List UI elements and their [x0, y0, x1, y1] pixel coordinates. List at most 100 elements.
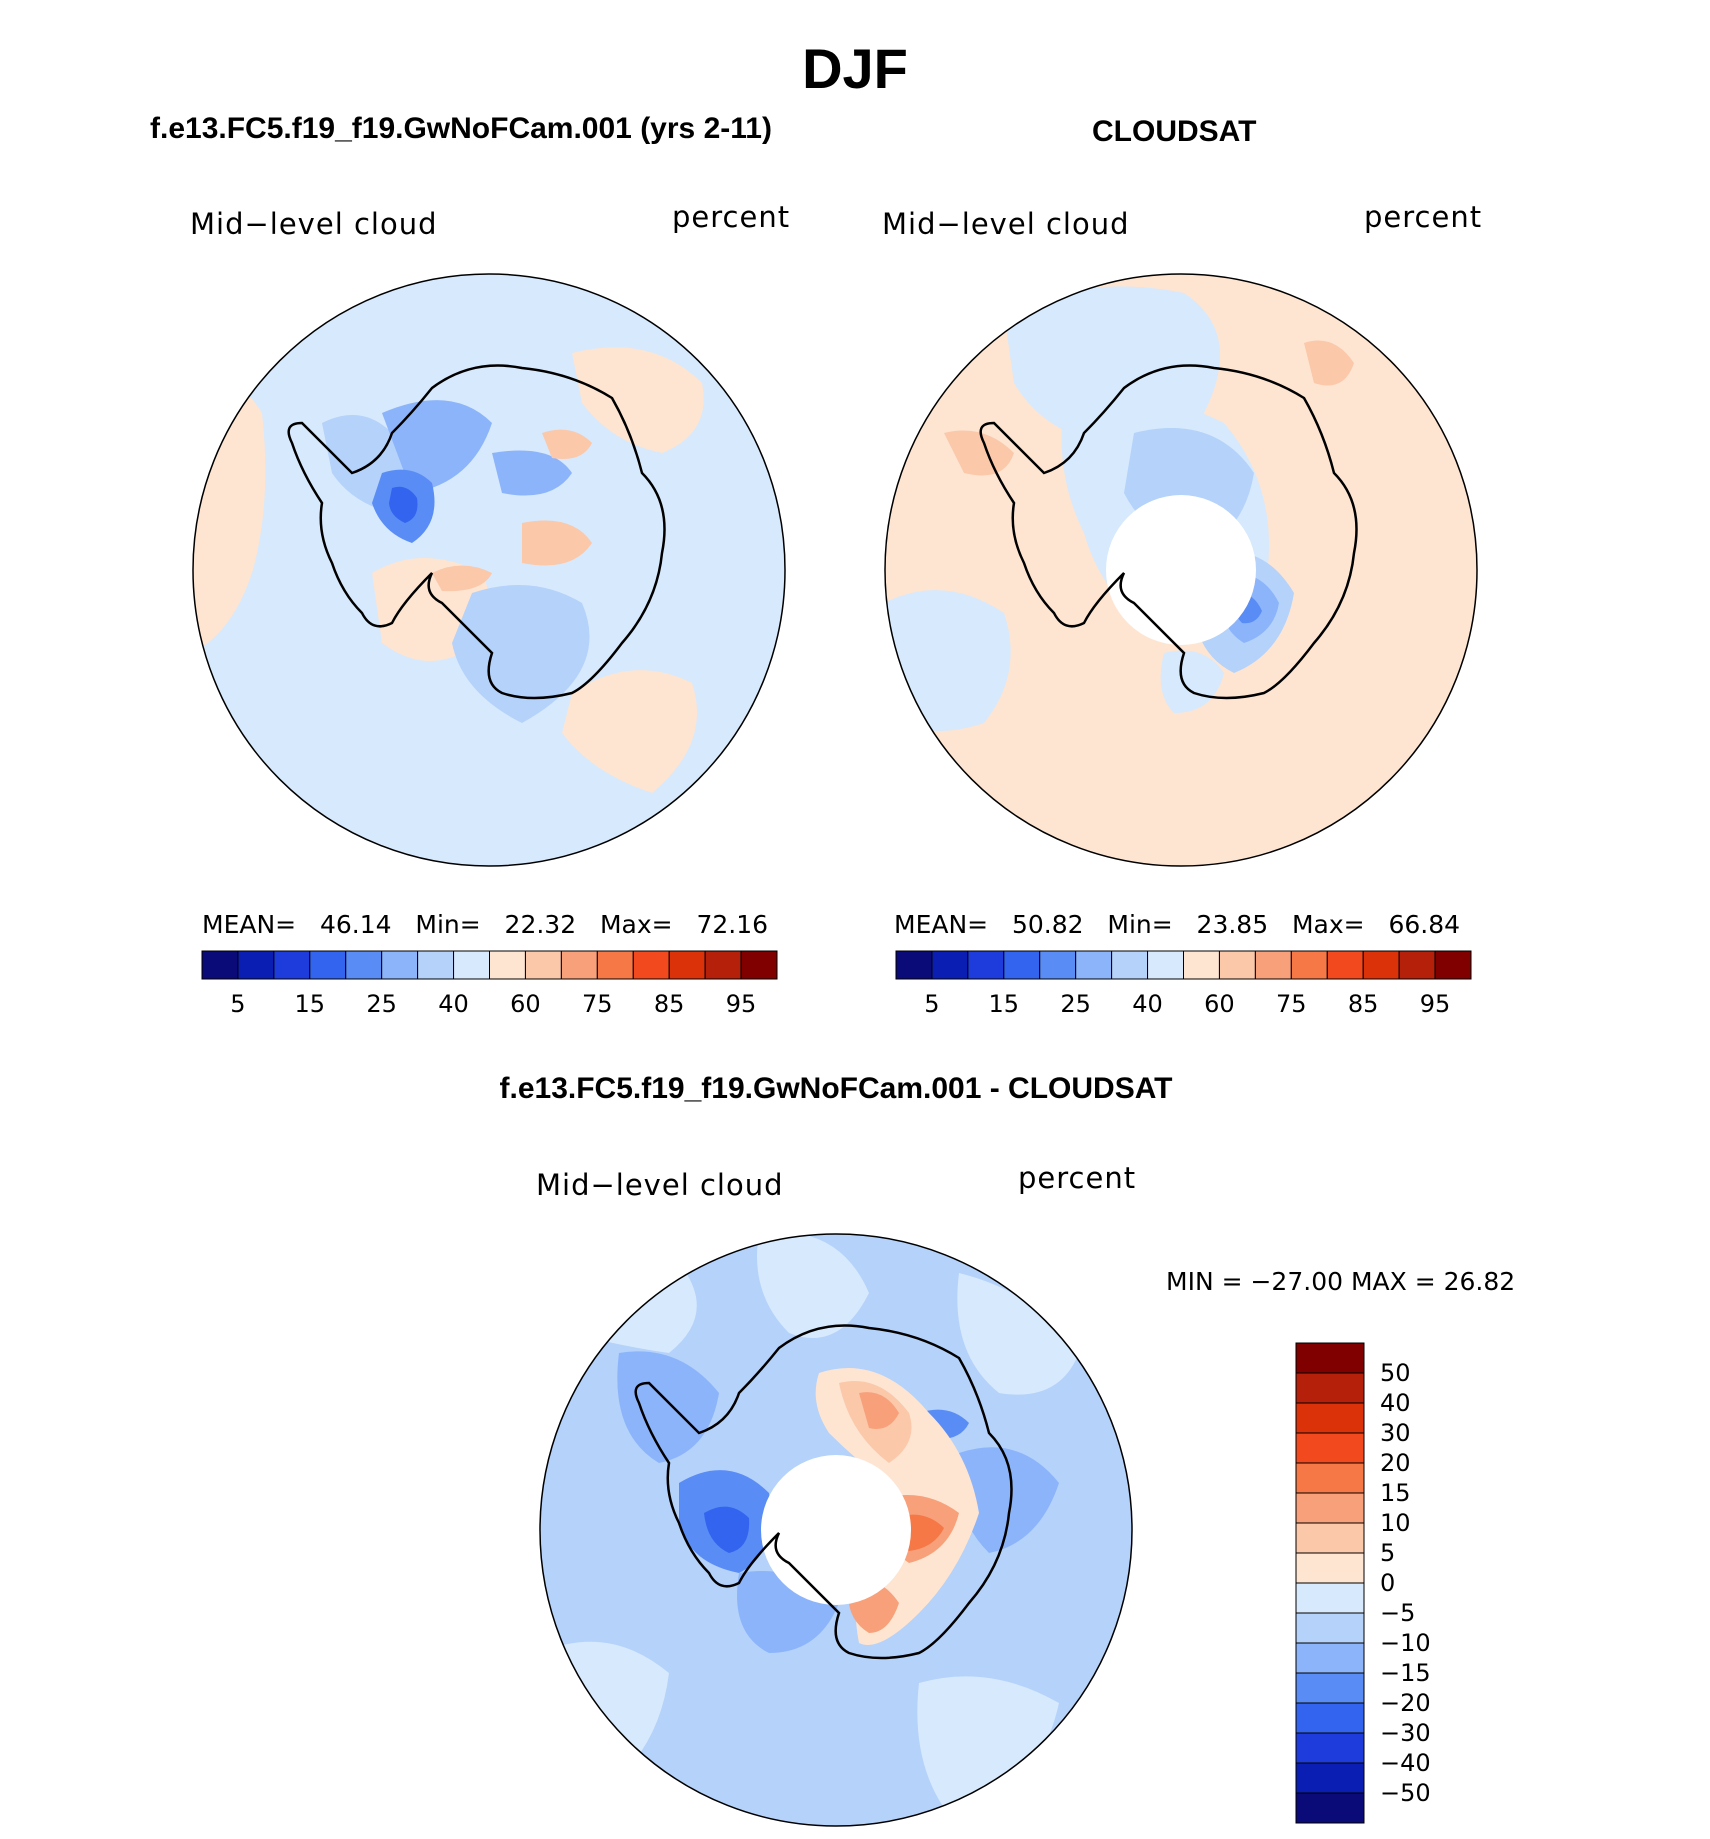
colorbar-swatch	[1295, 1432, 1365, 1464]
colorbar-tick-label: −5	[1380, 1599, 1416, 1627]
colorbar-swatch	[1295, 1402, 1365, 1434]
colorbar-tick-label: 60	[510, 990, 541, 1018]
difference-title: f.e13.FC5.f19_f19.GwNoFCam.001 - CLOUDSA…	[499, 1072, 1173, 1105]
colorbar-tick-label: 25	[1060, 990, 1091, 1018]
colorbar-swatch	[1290, 950, 1328, 980]
colorbar-tick-label: 40	[1132, 990, 1163, 1018]
colorbar-tick-label: 20	[1380, 1449, 1411, 1477]
colorbar-obs	[895, 950, 1472, 980]
colorbar-tick-label: 85	[1347, 990, 1379, 1018]
colorbar-tick-label: 10	[1380, 1509, 1411, 1537]
colorbar-swatch	[1295, 1642, 1365, 1674]
colorbar-swatch	[1295, 1522, 1365, 1554]
colorbar-swatch	[632, 950, 670, 980]
variable-label-model: Mid−level cloud	[190, 207, 438, 241]
colorbar-swatch	[1218, 950, 1256, 980]
colorbar-swatch	[489, 950, 526, 980]
colorbar-tick-label: 25	[366, 990, 397, 1018]
figure-title: DJF	[802, 37, 908, 100]
colorbar-tick-label: 85	[653, 990, 685, 1018]
colorbar-swatch	[309, 950, 347, 980]
colorbar-swatch	[1295, 1582, 1365, 1614]
colorbar-swatch	[895, 950, 933, 980]
colorbar-swatch	[668, 950, 706, 980]
colorbar-swatch	[1003, 950, 1041, 980]
colorbar-swatch	[453, 950, 490, 980]
polar-map-model	[192, 273, 786, 867]
colorbar-swatch	[1111, 950, 1149, 980]
colorbar-swatch	[1295, 1612, 1365, 1644]
panel-title-model: f.e13.FC5.f19_f19.GwNoFCam.001 (yrs 2-11…	[150, 112, 772, 145]
colorbar-swatch	[1039, 950, 1077, 980]
colorbar-tick-label: −10	[1380, 1629, 1431, 1657]
colorbar-swatch	[560, 950, 598, 980]
colorbar-swatch	[1295, 1342, 1365, 1374]
colorbar-swatch	[1295, 1492, 1365, 1524]
units-label-diff: percent	[1018, 1161, 1137, 1195]
colorbar-swatch	[1147, 950, 1184, 980]
units-label-model: percent	[672, 200, 791, 234]
colorbar-swatch	[1295, 1732, 1365, 1764]
colorbar-tick-label: −30	[1380, 1719, 1431, 1747]
colorbar-model	[201, 950, 778, 980]
polar-map-diff	[539, 1233, 1133, 1827]
colorbar-ticks-model: 5 15 25 40 60 75 85 95	[202, 990, 777, 1020]
colorbar-tick-label: −20	[1380, 1689, 1431, 1717]
colorbar-swatch	[1295, 1462, 1365, 1494]
colorbar-swatch	[524, 950, 562, 980]
colorbar-swatch	[1362, 950, 1400, 980]
colorbar-tick-label: 30	[1380, 1419, 1411, 1447]
stats-obs: MEAN= 50.82 Min= 23.85 Max= 66.84	[894, 910, 1461, 939]
colorbar-swatch	[1254, 950, 1292, 980]
colorbar-tick-label: 50	[1380, 1359, 1411, 1387]
colorbar-swatch	[931, 950, 969, 980]
colorbar-swatch	[704, 950, 742, 980]
colorbar-swatch	[740, 950, 778, 980]
colorbar-swatch	[1398, 950, 1436, 980]
colorbar-tick-label: 5	[230, 990, 246, 1018]
colorbar-swatch	[1295, 1762, 1365, 1794]
colorbar-tick-label: 5	[924, 990, 940, 1018]
colorbar-swatch	[345, 950, 383, 980]
colorbar-tick-label: 95	[725, 990, 757, 1018]
colorbar-tick-label: 60	[1204, 990, 1235, 1018]
variable-label-diff: Mid−level cloud	[536, 1168, 784, 1202]
colorbar-swatch	[1183, 950, 1220, 980]
colorbar-ticks-obs: 5 15 25 40 60 75 85 95	[896, 990, 1471, 1020]
colorbar-tick-label: 75	[1276, 990, 1307, 1018]
colorbar-ticks-diff: 50 40 30 20 15 10 5 0 −5 −10 −15 −20 −30 −40 −50	[1380, 1343, 1460, 1823]
colorbar-tick-label: 0	[1380, 1569, 1396, 1597]
colorbar-diff	[1295, 1342, 1365, 1824]
colorbar-swatch	[1295, 1672, 1365, 1704]
colorbar-tick-label: 40	[1380, 1389, 1411, 1417]
colorbar-swatch	[237, 950, 275, 980]
colorbar-swatch	[1295, 1792, 1365, 1824]
minmax-diff: MIN = −27.00 MAX = 26.82	[1166, 1267, 1516, 1296]
colorbar-swatch	[1434, 950, 1472, 980]
variable-label-obs: Mid−level cloud	[882, 207, 1130, 241]
colorbar-tick-label: 15	[1380, 1479, 1411, 1507]
panel-title-obs: CLOUDSAT	[1092, 115, 1257, 148]
colorbar-tick-label: 95	[1419, 990, 1451, 1018]
stats-model: MEAN= 46.14 Min= 22.32 Max= 72.16	[202, 910, 769, 939]
colorbar-tick-label: 15	[294, 990, 326, 1018]
colorbar-swatch	[381, 950, 419, 980]
colorbar-swatch	[201, 950, 239, 980]
colorbar-swatch	[967, 950, 1005, 980]
colorbar-swatch	[417, 950, 455, 980]
colorbar-swatch	[1326, 950, 1364, 980]
colorbar-swatch	[1295, 1372, 1365, 1404]
colorbar-swatch	[1075, 950, 1113, 980]
units-label-obs: percent	[1364, 200, 1483, 234]
colorbar-swatch	[1295, 1702, 1365, 1734]
colorbar-tick-label: −50	[1380, 1779, 1431, 1807]
polar-map-obs	[884, 273, 1478, 867]
colorbar-tick-label: 5	[1380, 1539, 1396, 1567]
colorbar-tick-label: 75	[582, 990, 613, 1018]
colorbar-tick-label: −40	[1380, 1749, 1431, 1777]
colorbar-tick-label: 15	[988, 990, 1020, 1018]
colorbar-tick-label: −15	[1380, 1659, 1431, 1687]
colorbar-swatch	[1295, 1552, 1365, 1584]
colorbar-tick-label: 40	[438, 990, 469, 1018]
colorbar-swatch	[273, 950, 311, 980]
